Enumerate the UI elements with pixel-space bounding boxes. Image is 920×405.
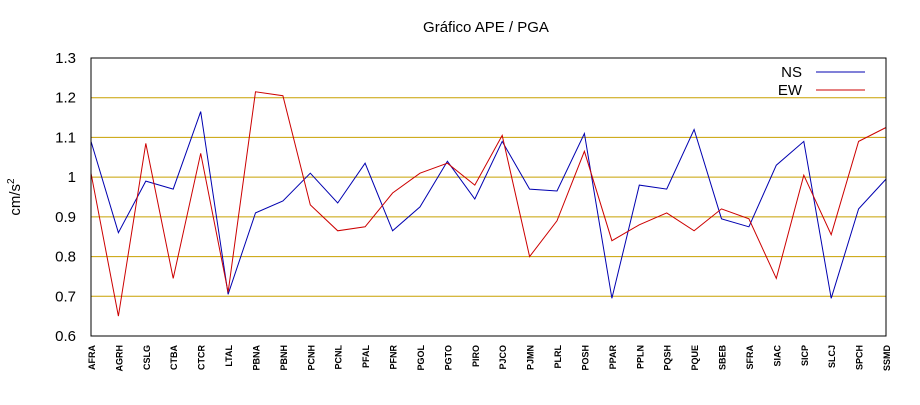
legend-label-ew: EW xyxy=(778,82,803,99)
legend-label-ns: NS xyxy=(781,64,802,81)
y-tick-labels: 0.6 0.7 0.8 0.9 1 1.1 1.2 1.3 xyxy=(55,50,76,345)
x-tick-label: PJMN xyxy=(526,345,536,370)
x-tick-label: PQSH xyxy=(663,345,673,371)
y-tick-label: 1.3 xyxy=(55,50,76,67)
y-tick-label: 1 xyxy=(68,169,76,186)
y-axis-label: cm/s2 xyxy=(6,178,24,216)
x-tick-label: SFRA xyxy=(745,345,755,370)
x-tick-label: PBNH xyxy=(279,345,289,371)
x-tick-label: CTCR xyxy=(197,345,207,370)
series-line-ns xyxy=(90,111,887,299)
y-tick-label: 1.2 xyxy=(55,90,76,107)
x-tick-label: PFNR xyxy=(389,345,399,370)
x-tick-label: SIAC xyxy=(772,345,782,367)
x-tick-label: AGRH xyxy=(114,345,124,372)
x-tick-label: PFAL xyxy=(361,345,371,369)
series-line-ew xyxy=(90,91,887,317)
y-tick-label: 0.8 xyxy=(55,249,76,266)
x-tick-label: PBNA xyxy=(251,345,261,371)
x-tick-label: PQUE xyxy=(690,345,700,371)
x-tick-label: CTBA xyxy=(169,345,179,370)
x-tick-label: LTAL xyxy=(224,344,234,366)
y-tick-label: 0.9 xyxy=(55,209,76,226)
y-tick-label: 0.6 xyxy=(55,328,76,345)
x-tick-label: SSMD xyxy=(882,345,892,372)
plot-frame xyxy=(90,57,887,337)
y-tick-label: 0.7 xyxy=(55,288,76,305)
x-tick-label: SLCJ xyxy=(827,345,837,368)
x-tick-label: SPCH xyxy=(855,345,865,370)
series-lines xyxy=(90,91,887,317)
x-tick-label: PGOL xyxy=(416,345,426,371)
x-tick-label: PLRL xyxy=(553,345,563,369)
x-tick-label: PIRO xyxy=(471,345,481,367)
x-tick-label: PPAR xyxy=(608,345,618,370)
y-axis-label-superscript: 2 xyxy=(6,178,17,184)
x-tick-label: PGTO xyxy=(443,345,453,370)
x-tick-label: PCNH xyxy=(306,345,316,371)
x-tick-label: PJCO xyxy=(498,345,508,370)
x-tick-labels: AFRA AGRH CSLG CTBA CTCR LTAL PBNA PBNH PCNH PCNL… xyxy=(87,344,892,371)
y-axis-label-text: cm/s xyxy=(7,184,24,216)
grid xyxy=(91,97,886,297)
x-tick-label: SICP xyxy=(800,345,810,366)
x-tick-label: AFRA xyxy=(87,345,97,370)
x-tick-label: POSH xyxy=(580,345,590,371)
x-tick-label: PPLN xyxy=(635,345,645,369)
y-tick-label: 1.1 xyxy=(55,129,76,146)
x-tick-label: CSLG xyxy=(142,345,152,370)
x-tick-label: PCNL xyxy=(334,344,344,369)
chart-title: Gráfico APE / PGA xyxy=(423,19,549,36)
x-tick-label: SBEB xyxy=(718,345,728,371)
